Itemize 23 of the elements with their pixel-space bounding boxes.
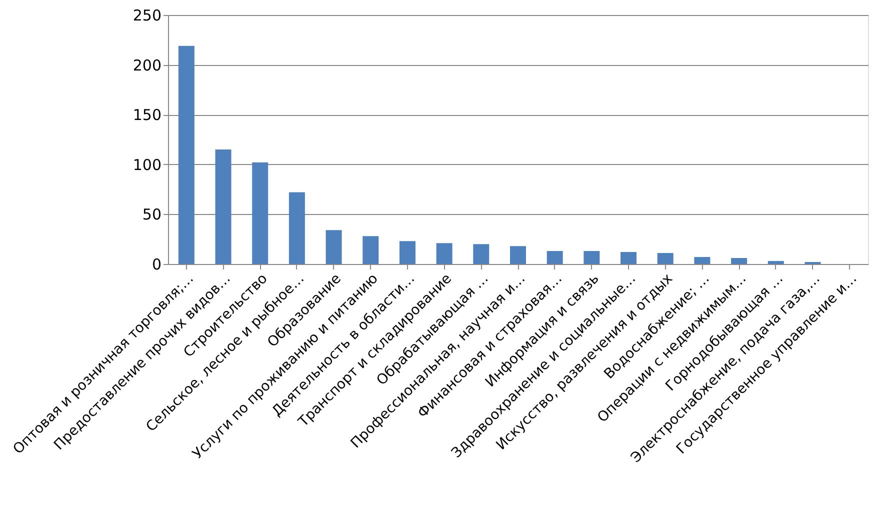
bar <box>768 261 784 264</box>
y-tick-label: 100 <box>132 156 162 174</box>
bar <box>362 236 379 264</box>
bar <box>584 251 600 264</box>
y-tick-label: 150 <box>132 106 162 124</box>
bar <box>178 46 194 264</box>
bar <box>546 251 563 264</box>
bar <box>252 162 268 264</box>
bar <box>215 149 232 264</box>
bar <box>620 252 637 264</box>
y-tick-label: 250 <box>132 6 162 24</box>
bar <box>510 246 526 264</box>
bar <box>657 253 674 264</box>
bar <box>288 192 305 264</box>
bar <box>473 244 490 264</box>
y-tick-label: 0 <box>152 256 162 274</box>
bar <box>694 257 710 264</box>
bar <box>326 230 342 264</box>
y-tick-label: 50 <box>142 206 162 224</box>
bar <box>436 243 452 264</box>
y-tick-label: 200 <box>132 56 162 74</box>
bar <box>731 258 748 264</box>
bar <box>399 241 416 264</box>
